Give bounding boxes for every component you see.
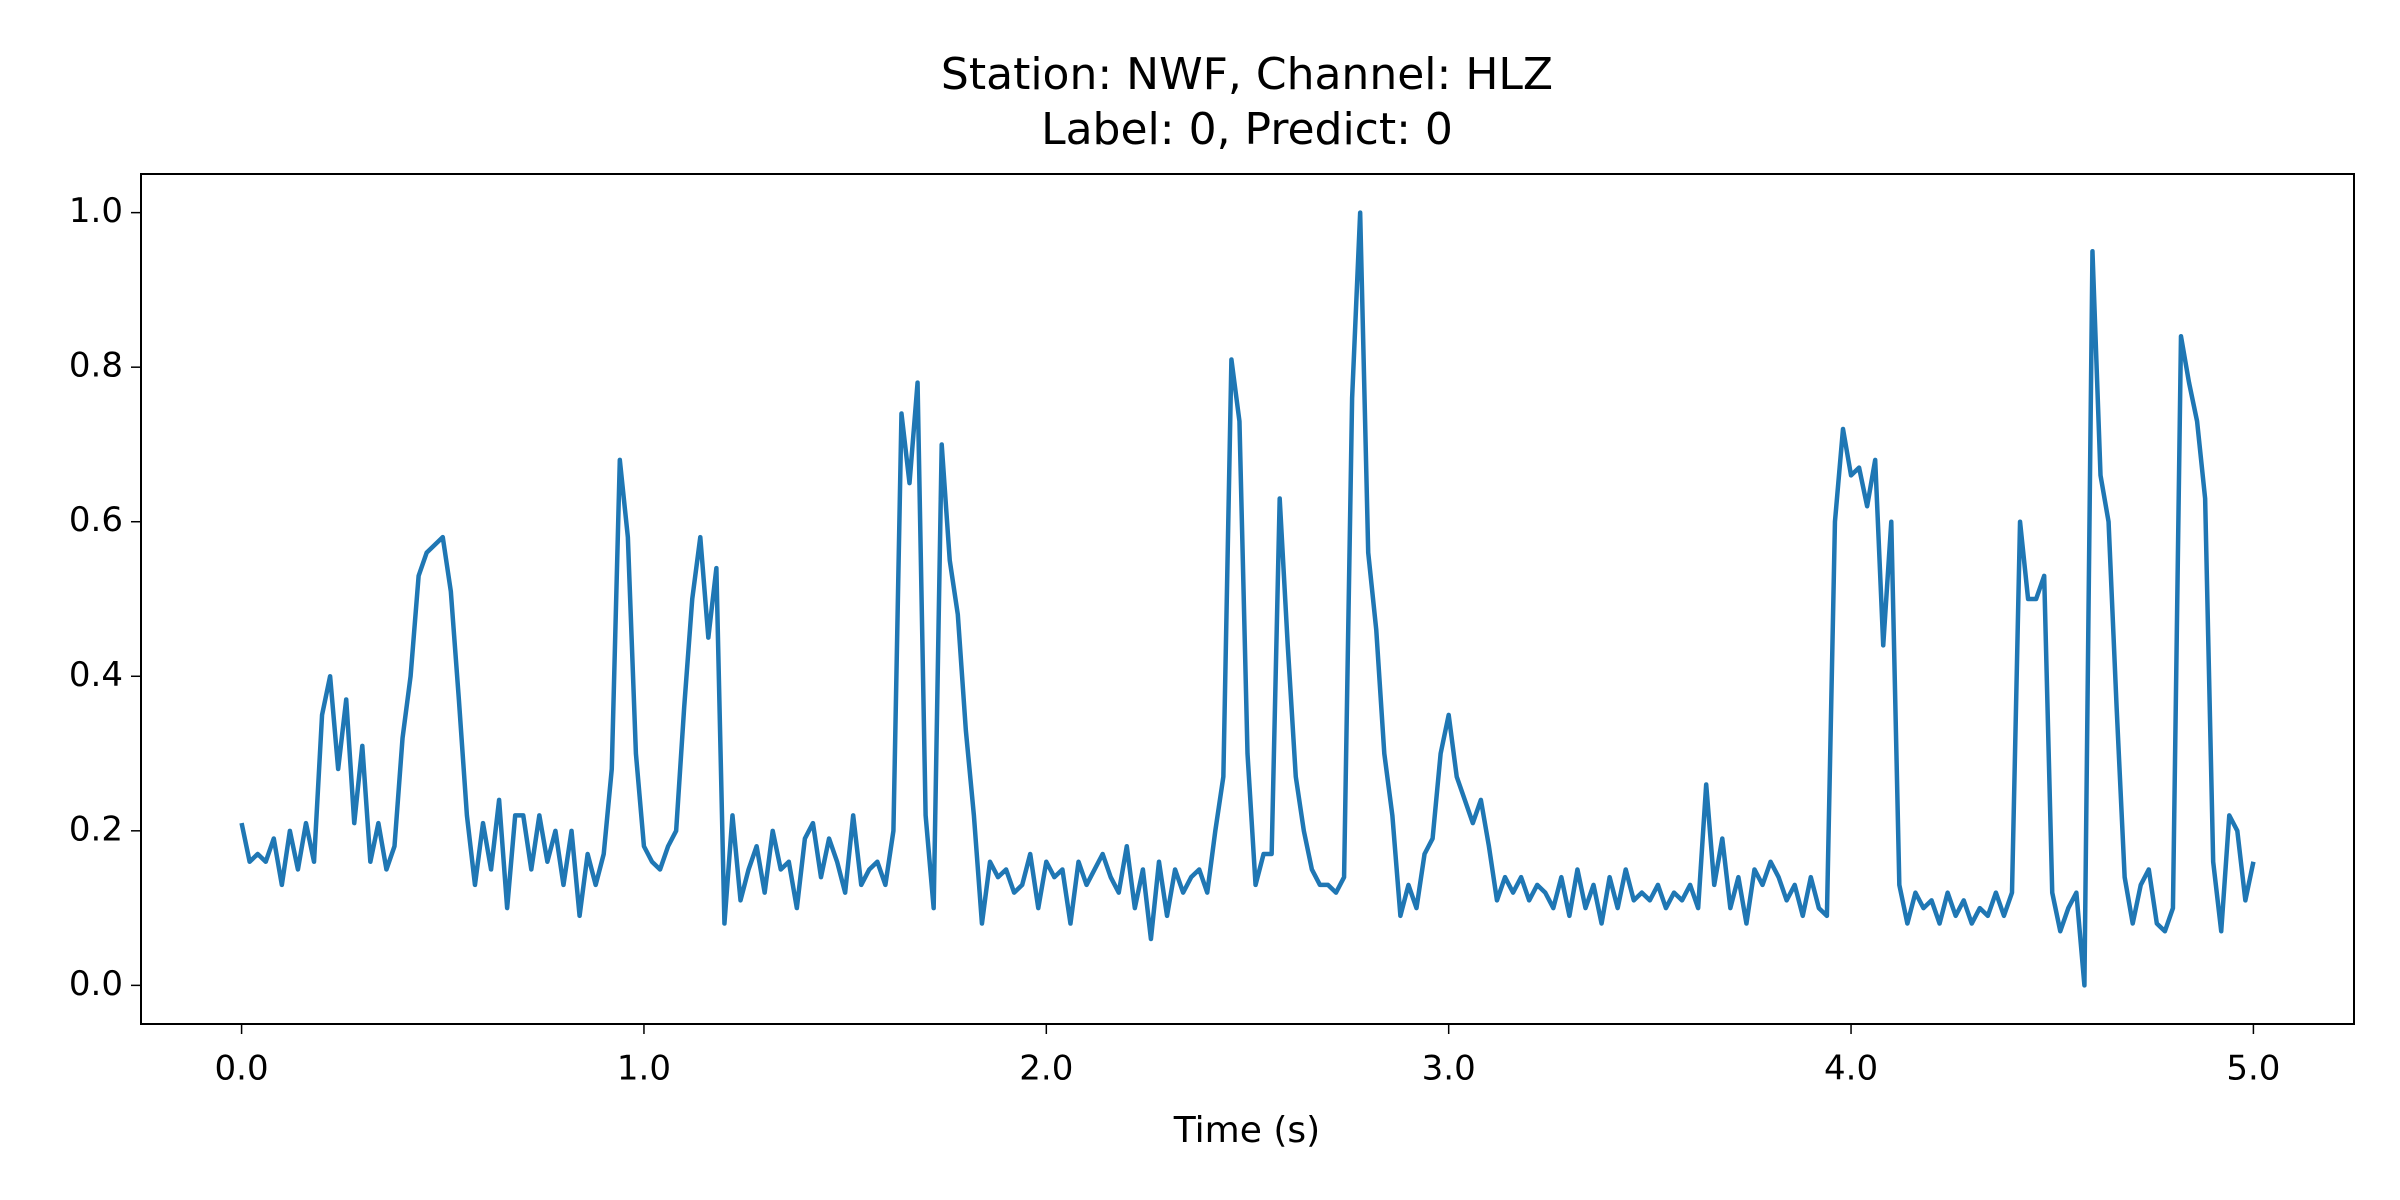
plot-frame: [140, 173, 2355, 1025]
x-tick-label: 0.0: [215, 1049, 269, 1089]
y-tick-label: 0.0: [69, 964, 123, 1004]
x-tick-label: 2.0: [1019, 1049, 1073, 1089]
signal-line: [239, 210, 2256, 988]
x-tick-label: 3.0: [1422, 1049, 1476, 1089]
x-tick-label: 1.0: [617, 1049, 671, 1089]
x-tick-label: 5.0: [2226, 1049, 2280, 1089]
y-tick-label: 0.4: [69, 655, 123, 695]
y-tick-label: 0.2: [69, 809, 123, 849]
y-tick-label: 1.0: [69, 191, 123, 231]
y-tick-label: 0.8: [69, 346, 123, 386]
x-axis-label: Time (s): [1173, 1110, 1320, 1151]
x-tick-label: 4.0: [1824, 1049, 1878, 1089]
y-tick-label: 0.6: [69, 500, 123, 540]
chart-title: Label: 0, Predict: 0: [1041, 104, 1453, 155]
chart-title: Station: NWF, Channel: HLZ: [941, 49, 1553, 100]
